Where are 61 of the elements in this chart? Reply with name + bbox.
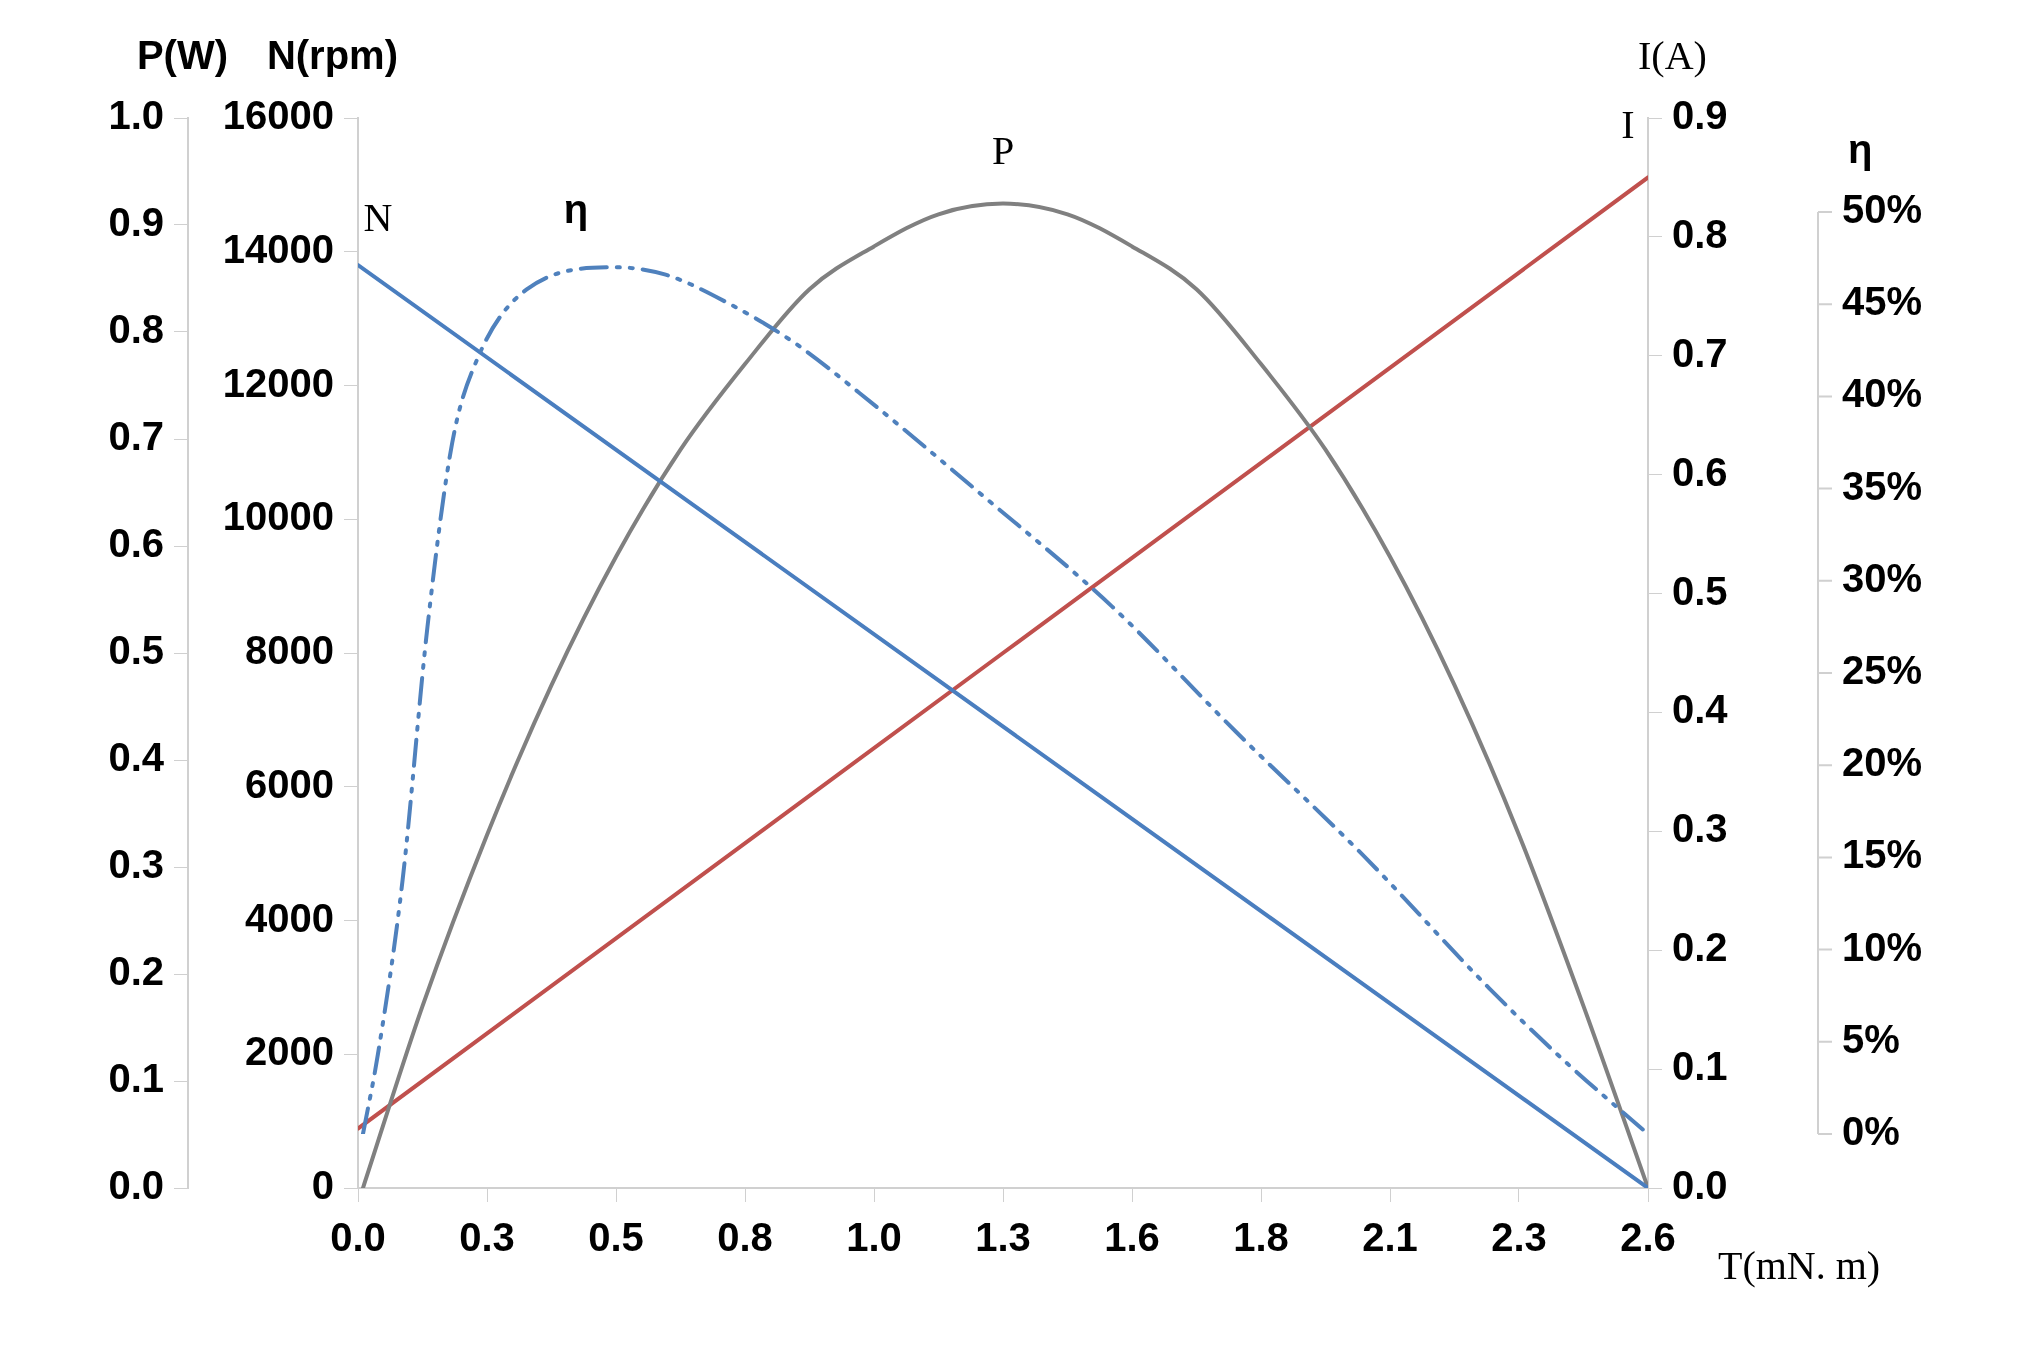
y3-tick-label: 0.0 (1672, 1163, 1728, 1208)
y-tick-label: 1.0 (108, 93, 164, 138)
y-tick-label: 0.4 (108, 735, 165, 780)
y2-tick-label: 6000 (245, 761, 334, 806)
y3-axis-title: I(A) (1638, 32, 1707, 78)
x-tick-label: 0.8 (717, 1215, 773, 1260)
y3-tick-label: 0.9 (1672, 93, 1728, 138)
y3-tick-label: 0.8 (1672, 211, 1728, 256)
x-tick-label: 1.6 (1104, 1215, 1160, 1260)
y-tick-label: 0% (1842, 1109, 1900, 1154)
y-tick-label: 20% (1842, 740, 1923, 785)
series-label: N (363, 194, 393, 240)
y3-tick-label: 0.2 (1672, 925, 1728, 970)
x-tick-label: 1.0 (846, 1215, 902, 1260)
y-tick-label: 40% (1842, 371, 1923, 416)
y3-tick-label: 0.6 (1672, 449, 1728, 494)
y-tick-label: 5% (1842, 1016, 1900, 1061)
series-label: I (1621, 101, 1635, 147)
x-tick-label: 1.3 (975, 1215, 1031, 1260)
y2-tick-label: 10000 (222, 494, 334, 539)
y3-tick-label: 0.1 (1672, 1044, 1728, 1089)
y-axis-title: η (1848, 127, 1873, 172)
y-tick-label: 0.2 (108, 949, 164, 994)
x-tick-label: 0.5 (588, 1215, 644, 1260)
y-tick-label: 25% (1842, 648, 1923, 693)
y3-tick-label: 0.7 (1672, 330, 1728, 375)
y-tick-label: 0.5 (108, 628, 164, 673)
y-tick-label: 15% (1842, 832, 1923, 877)
y-tick-label: 0.7 (108, 414, 164, 459)
x-tick-label: 0.3 (459, 1215, 515, 1260)
y2-tick-label: 0 (311, 1163, 334, 1208)
y-axis-title: P(W) (136, 33, 228, 78)
y2-tick-label: 16000 (222, 93, 334, 138)
y2-tick-label: 14000 (222, 226, 334, 271)
y3-tick-label: 0.4 (1672, 687, 1729, 732)
y-tick-label: 0.0 (108, 1163, 164, 1208)
y-tick-label: 50% (1842, 187, 1923, 232)
y3-tick-label: 0.3 (1672, 806, 1728, 851)
y-tick-label: 10% (1842, 924, 1923, 969)
y2-tick-label: 4000 (245, 895, 334, 940)
y2-axis-title: N(rpm) (266, 33, 398, 78)
y-tick-label: 0.3 (108, 842, 164, 887)
y2-tick-label: 8000 (245, 628, 334, 673)
y-tick-label: 45% (1842, 279, 1923, 324)
x-tick-label: 0.0 (330, 1215, 386, 1260)
series-label: η (563, 187, 589, 232)
y-tick-label: 0.6 (108, 521, 164, 566)
y-tick-label: 0.9 (108, 200, 164, 245)
y3-tick-label: 0.5 (1672, 568, 1728, 613)
series-label: P (991, 128, 1015, 174)
x-tick-label: 1.8 (1233, 1215, 1289, 1260)
x-tick-label: 2.1 (1362, 1215, 1418, 1260)
y-tick-label: 0.1 (108, 1056, 164, 1101)
y-tick-label: 35% (1842, 463, 1923, 508)
y-tick-label: 30% (1842, 555, 1923, 600)
x-tick-label: 2.3 (1491, 1215, 1547, 1260)
y-tick-label: 0.8 (108, 307, 164, 352)
y2-tick-label: 2000 (245, 1029, 334, 1074)
x-tick-label: 2.6 (1620, 1215, 1676, 1260)
y2-tick-label: 12000 (222, 360, 334, 405)
x-axis-title: T(mN. m) (1718, 1242, 1881, 1288)
